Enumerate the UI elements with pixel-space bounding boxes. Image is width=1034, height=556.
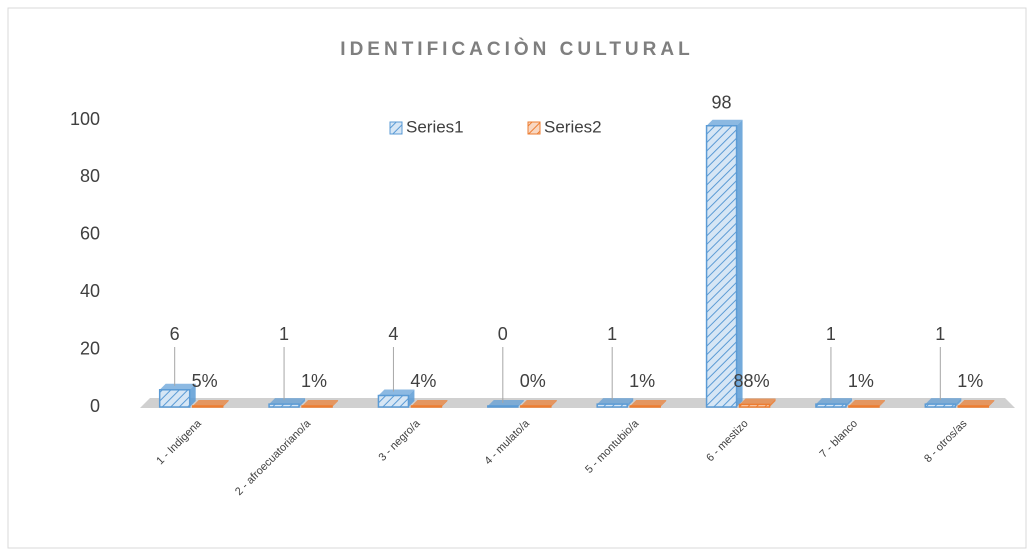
bar-side — [769, 398, 776, 407]
legend-swatch — [527, 121, 541, 135]
y-tick-label: 20 — [80, 338, 100, 358]
data-label: 98 — [712, 92, 732, 112]
data-label: 1 — [279, 324, 289, 344]
y-tick-label: 0 — [90, 396, 100, 416]
data-label: 1% — [957, 371, 983, 391]
bar-top — [487, 400, 524, 406]
bar — [596, 403, 628, 408]
bar-side — [988, 400, 995, 407]
chart-title: IDENTIFICACIÒN CULTURAL — [340, 38, 693, 60]
bar-top — [411, 400, 448, 406]
legend-label: Series1 — [406, 117, 464, 136]
bar-top — [520, 400, 557, 406]
bar-side — [845, 398, 852, 407]
bar-top — [958, 400, 995, 406]
bar — [158, 389, 191, 408]
legend-swatch — [389, 121, 403, 135]
legend-label: Series2 — [544, 117, 602, 136]
data-label: 1 — [826, 324, 836, 344]
y-tick-label: 60 — [80, 224, 100, 244]
bar-side — [627, 398, 634, 407]
bar-top — [706, 119, 743, 126]
bar-top — [739, 398, 776, 405]
data-label: 1 — [607, 324, 617, 344]
bar-top — [597, 398, 634, 405]
bar — [705, 124, 738, 408]
data-label: 1% — [848, 371, 874, 391]
bar — [377, 394, 410, 408]
data-label: 0 — [498, 324, 508, 344]
bar — [815, 403, 847, 408]
bar-top — [815, 398, 852, 405]
data-label: 88% — [734, 371, 770, 391]
bar-top — [925, 398, 962, 405]
bar-top — [630, 400, 667, 406]
floor — [140, 398, 1015, 408]
bar-top — [269, 398, 306, 405]
bar-side — [878, 400, 885, 407]
bar — [848, 405, 880, 408]
bar — [410, 405, 443, 408]
bar-side — [189, 383, 196, 407]
bar-top — [302, 400, 339, 406]
bar-top — [378, 389, 415, 396]
bar-side — [660, 400, 667, 407]
bar — [924, 403, 957, 408]
data-label: 1% — [629, 371, 655, 391]
y-tick-label: 100 — [70, 109, 100, 129]
bar-side — [408, 389, 415, 407]
data-label: 1 — [935, 324, 945, 344]
bar — [191, 405, 224, 408]
bar-side — [955, 398, 962, 407]
data-label: 5% — [192, 371, 218, 391]
bar-top — [159, 383, 196, 390]
data-label: 1% — [301, 371, 327, 391]
y-tick-label: 80 — [80, 166, 100, 186]
bar-side — [550, 400, 557, 407]
bar-side — [736, 119, 743, 408]
bar — [268, 403, 300, 408]
bar-top — [848, 400, 885, 406]
bar — [487, 405, 519, 408]
bar — [957, 405, 990, 408]
data-label: 4 — [388, 324, 398, 344]
bar — [520, 405, 552, 408]
bar — [629, 405, 661, 408]
bar-side — [299, 398, 306, 407]
y-tick-label: 40 — [80, 281, 100, 301]
bar-side — [332, 400, 339, 407]
data-label: 4% — [410, 371, 436, 391]
bar-top — [192, 400, 229, 406]
bar-side — [222, 400, 229, 407]
chart-border — [7, 7, 1027, 549]
bar — [301, 405, 333, 408]
bar-side — [441, 400, 448, 407]
bar — [738, 403, 771, 408]
data-label: 6 — [170, 324, 180, 344]
data-label: 0% — [520, 371, 546, 391]
bar-side — [517, 400, 524, 407]
